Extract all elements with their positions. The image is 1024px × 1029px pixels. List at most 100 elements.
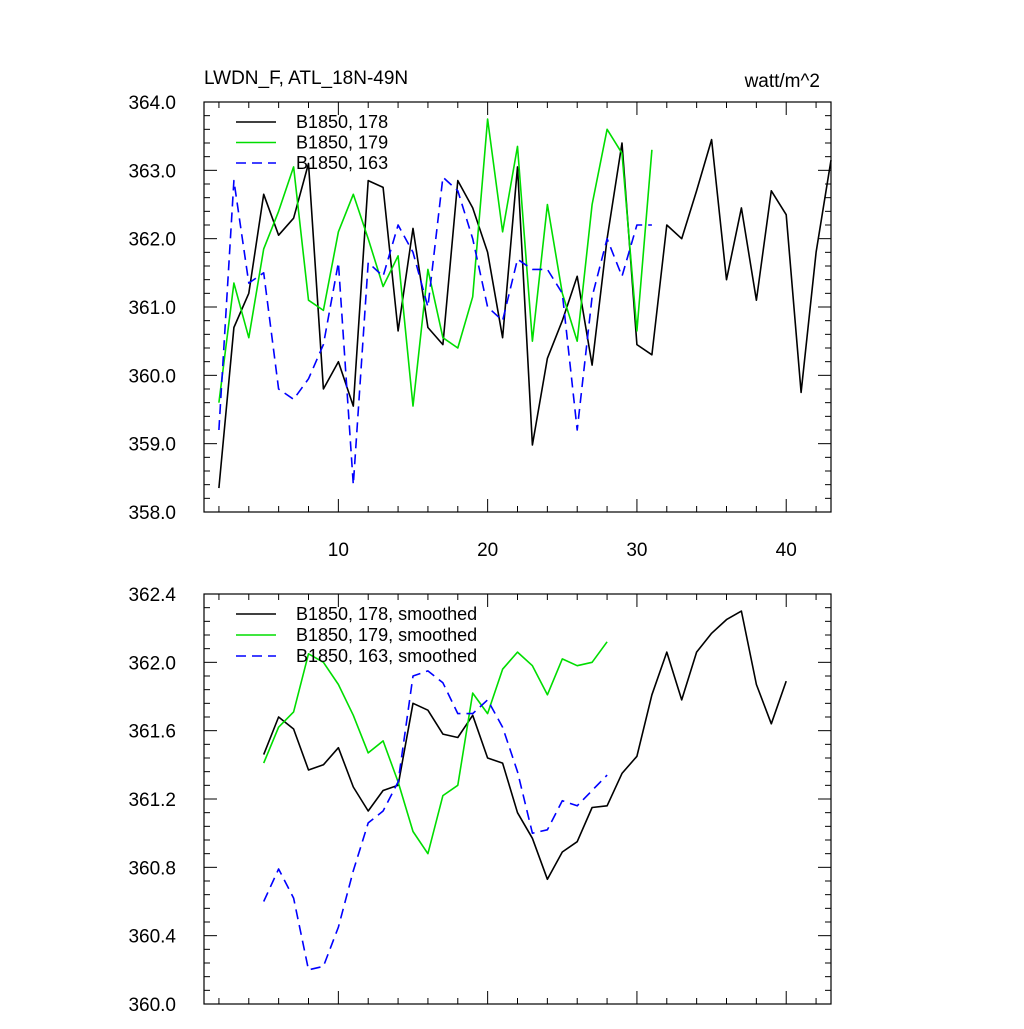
data-point [516, 145, 519, 148]
data-point [247, 282, 250, 285]
data-point [426, 709, 429, 712]
data-point [262, 271, 265, 274]
data-point [247, 292, 250, 295]
data-point [456, 189, 459, 192]
data-point [591, 295, 594, 298]
data-point [531, 837, 534, 840]
legend-label: B1850, 178, smoothed [296, 604, 477, 624]
data-point [292, 165, 295, 168]
data-point [217, 429, 220, 432]
data-point [441, 336, 444, 339]
data-point [382, 739, 385, 742]
data-point [471, 237, 474, 240]
data-point [695, 651, 698, 654]
data-point [262, 900, 265, 903]
data-point [471, 295, 474, 298]
data-point [710, 632, 713, 635]
data-point [352, 714, 355, 717]
data-point [307, 968, 310, 971]
data-point [382, 789, 385, 792]
data-point [635, 755, 638, 758]
series-1 [262, 610, 787, 881]
y-tick-label: 360.4 [128, 927, 176, 948]
data-point [277, 388, 280, 391]
series-2 [218, 118, 653, 407]
data-point [337, 683, 340, 686]
data-point [292, 217, 295, 220]
data-point [262, 753, 265, 756]
series-line [218, 138, 832, 489]
data-point [397, 780, 400, 783]
data-point [262, 247, 265, 250]
data-point [501, 319, 504, 322]
data-point [486, 306, 489, 309]
data-point [456, 347, 459, 350]
data-point [606, 640, 609, 643]
data-point [531, 664, 534, 667]
data-point [531, 832, 534, 835]
data-point [232, 326, 235, 329]
data-point [441, 733, 444, 736]
data-point [277, 868, 280, 871]
data-point [352, 193, 355, 196]
data-point [755, 299, 758, 302]
data-point [426, 669, 429, 672]
data-point [322, 309, 325, 312]
data-point [516, 651, 519, 654]
data-point [561, 799, 564, 802]
data-point [352, 786, 355, 789]
data-point [546, 268, 549, 271]
data-point [591, 806, 594, 809]
data-point [680, 237, 683, 240]
data-point [680, 698, 683, 701]
data-point [830, 159, 833, 162]
y-tick-label: 362.0 [128, 230, 176, 251]
data-point [382, 809, 385, 812]
data-point [770, 189, 773, 192]
data-point [606, 128, 609, 131]
data-point [531, 268, 534, 271]
chart-panel-2: 360.0 360.4 360.8 361.2 361.6 362.0 362.4 B1850… [128, 585, 832, 1016]
data-point [695, 189, 698, 192]
data-point [501, 668, 504, 671]
data-point [217, 487, 220, 490]
data-point [277, 210, 280, 213]
data-point [352, 483, 355, 486]
data-point [426, 326, 429, 329]
y-tick-label: 363.0 [128, 161, 176, 182]
data-point [621, 142, 624, 145]
data-point [412, 227, 415, 230]
data-point [546, 828, 549, 831]
data-point [740, 610, 743, 613]
data-point [292, 710, 295, 713]
data-point [755, 683, 758, 686]
data-point [397, 329, 400, 332]
data-point [337, 261, 340, 264]
data-point [576, 804, 579, 807]
data-point [665, 651, 668, 654]
data-point [800, 391, 803, 394]
x-tick-label: 20 [477, 540, 498, 561]
data-point [606, 774, 609, 777]
legend-label: B1850, 163 [296, 153, 388, 173]
data-point [382, 285, 385, 288]
data-point [262, 762, 265, 765]
legend-label: B1850, 179 [296, 133, 388, 153]
data-point [367, 237, 370, 240]
data-point [456, 179, 459, 182]
series-line [262, 610, 787, 881]
data-point [501, 726, 504, 729]
data-point [471, 712, 474, 715]
data-point [501, 230, 504, 233]
data-point [412, 675, 415, 678]
data-point [546, 357, 549, 360]
data-point [382, 186, 385, 189]
series-3 [262, 669, 609, 971]
y-tick-label: 361.0 [128, 298, 176, 319]
legend-label: B1850, 179, smoothed [296, 625, 477, 645]
data-point [337, 926, 340, 929]
data-point [412, 251, 415, 254]
data-point [337, 230, 340, 233]
